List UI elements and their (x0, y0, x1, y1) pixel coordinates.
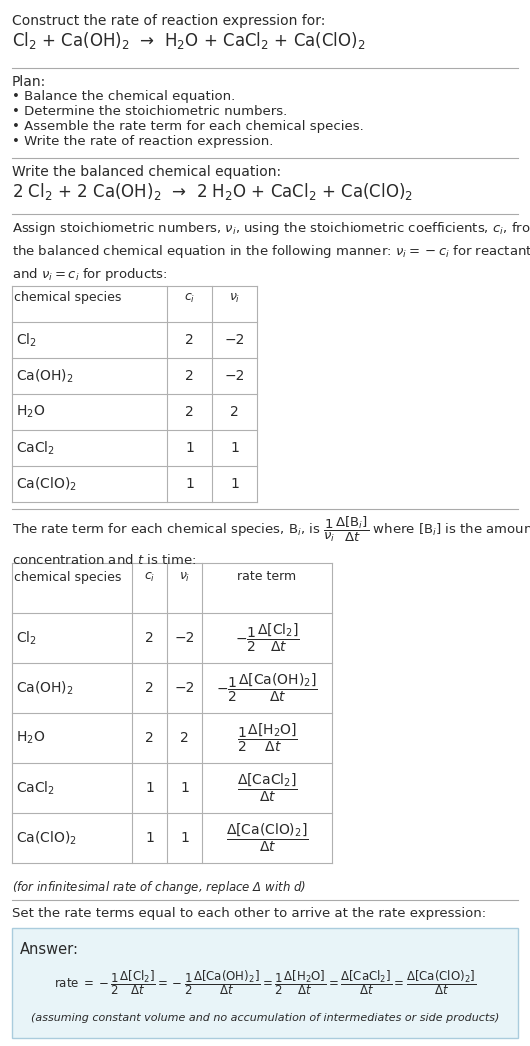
Text: chemical species: chemical species (14, 570, 121, 584)
Text: (assuming constant volume and no accumulation of intermediates or side products): (assuming constant volume and no accumul… (31, 1013, 499, 1023)
Text: $\dfrac{\Delta[\mathrm{Ca(ClO)_2}]}{\Delta t}$: $\dfrac{\Delta[\mathrm{Ca(ClO)_2}]}{\Del… (226, 822, 308, 855)
Text: −2: −2 (224, 333, 245, 347)
Text: 1: 1 (185, 477, 194, 491)
Text: $\dfrac{1}{2}\dfrac{\Delta[\mathrm{H_2O}]}{\Delta t}$: $\dfrac{1}{2}\dfrac{\Delta[\mathrm{H_2O}… (236, 722, 297, 754)
Text: Construct the rate of reaction expression for:: Construct the rate of reaction expressio… (12, 14, 325, 28)
Text: 1: 1 (230, 477, 239, 491)
Text: $-\dfrac{1}{2}\dfrac{\Delta[\mathrm{Ca(OH)_2}]}{\Delta t}$: $-\dfrac{1}{2}\dfrac{\Delta[\mathrm{Ca(O… (216, 672, 318, 704)
Text: 1: 1 (230, 441, 239, 455)
Text: H$_2$O: H$_2$O (16, 404, 45, 420)
Text: $-\dfrac{1}{2}\dfrac{\Delta[\mathrm{Cl_2}]}{\Delta t}$: $-\dfrac{1}{2}\dfrac{\Delta[\mathrm{Cl_2… (235, 621, 299, 654)
Text: 1: 1 (145, 831, 154, 845)
Text: 2: 2 (185, 333, 194, 347)
Text: Ca(ClO)$_2$: Ca(ClO)$_2$ (16, 475, 77, 493)
Text: • Assemble the rate term for each chemical species.: • Assemble the rate term for each chemic… (12, 120, 364, 133)
Text: The rate term for each chemical species, B$_i$, is $\dfrac{1}{\nu_i}\dfrac{\Delt: The rate term for each chemical species,… (12, 515, 530, 567)
Text: 2: 2 (145, 631, 154, 645)
Text: 1: 1 (180, 831, 189, 845)
Text: Plan:: Plan: (12, 75, 46, 89)
Text: CaCl$_2$: CaCl$_2$ (16, 779, 55, 797)
Text: 2: 2 (230, 405, 239, 419)
Text: Ca(OH)$_2$: Ca(OH)$_2$ (16, 367, 74, 385)
Text: Assign stoichiometric numbers, $\nu_i$, using the stoichiometric coefficients, $: Assign stoichiometric numbers, $\nu_i$, … (12, 220, 530, 283)
Text: Cl$_2$: Cl$_2$ (16, 630, 37, 646)
Text: 1: 1 (180, 781, 189, 795)
Text: $c_i$: $c_i$ (144, 570, 155, 584)
Text: chemical species: chemical species (14, 292, 121, 304)
Text: 2 Cl$_2$ + 2 Ca(OH)$_2$  →  2 H$_2$O + CaCl$_2$ + Ca(ClO)$_2$: 2 Cl$_2$ + 2 Ca(OH)$_2$ → 2 H$_2$O + CaC… (12, 181, 413, 202)
Text: $\dfrac{\Delta[\mathrm{CaCl_2}]}{\Delta t}$: $\dfrac{\Delta[\mathrm{CaCl_2}]}{\Delta … (236, 772, 297, 804)
Text: 2: 2 (145, 681, 154, 695)
Text: −2: −2 (224, 369, 245, 383)
Text: CaCl$_2$: CaCl$_2$ (16, 439, 55, 457)
Text: (for infinitesimal rate of change, replace Δ with $d$): (for infinitesimal rate of change, repla… (12, 879, 306, 896)
Text: rate term: rate term (237, 570, 297, 584)
Text: Answer:: Answer: (20, 942, 79, 957)
Text: Cl$_2$: Cl$_2$ (16, 332, 37, 348)
Text: $\nu_i$: $\nu_i$ (179, 570, 190, 584)
Text: $c_i$: $c_i$ (184, 292, 195, 304)
Text: H$_2$O: H$_2$O (16, 730, 45, 746)
Text: Cl$_2$ + Ca(OH)$_2$  →  H$_2$O + CaCl$_2$ + Ca(ClO)$_2$: Cl$_2$ + Ca(OH)$_2$ → H$_2$O + CaCl$_2$ … (12, 30, 366, 51)
Text: • Determine the stoichiometric numbers.: • Determine the stoichiometric numbers. (12, 105, 287, 118)
FancyBboxPatch shape (12, 928, 518, 1038)
Text: Set the rate terms equal to each other to arrive at the rate expression:: Set the rate terms equal to each other t… (12, 907, 486, 920)
Text: −2: −2 (174, 681, 195, 695)
Text: Ca(OH)$_2$: Ca(OH)$_2$ (16, 679, 74, 697)
Text: $\nu_i$: $\nu_i$ (229, 292, 240, 304)
Text: • Write the rate of reaction expression.: • Write the rate of reaction expression. (12, 135, 273, 147)
Text: −2: −2 (174, 631, 195, 645)
Text: 2: 2 (180, 731, 189, 745)
Text: 2: 2 (145, 731, 154, 745)
Text: 1: 1 (145, 781, 154, 795)
Text: • Balance the chemical equation.: • Balance the chemical equation. (12, 90, 235, 103)
Text: Ca(ClO)$_2$: Ca(ClO)$_2$ (16, 829, 77, 846)
Text: Write the balanced chemical equation:: Write the balanced chemical equation: (12, 165, 281, 179)
Text: 2: 2 (185, 405, 194, 419)
Text: 2: 2 (185, 369, 194, 383)
Text: rate $= -\dfrac{1}{2}\dfrac{\Delta[\mathrm{Cl_2}]}{\Delta t} = -\dfrac{1}{2}\dfr: rate $= -\dfrac{1}{2}\dfrac{\Delta[\math… (54, 968, 476, 997)
Text: 1: 1 (185, 441, 194, 455)
